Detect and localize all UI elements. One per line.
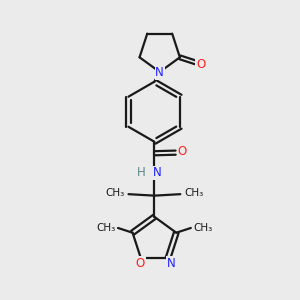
- Text: O: O: [136, 257, 145, 270]
- Text: CH₃: CH₃: [106, 188, 125, 198]
- Text: N: N: [167, 257, 176, 270]
- Text: CH₃: CH₃: [96, 223, 115, 233]
- Text: H: H: [137, 167, 146, 179]
- Text: O: O: [178, 145, 187, 158]
- Text: N: N: [155, 66, 164, 79]
- Text: N: N: [152, 167, 161, 179]
- Text: CH₃: CH₃: [184, 188, 203, 198]
- Text: O: O: [196, 58, 205, 70]
- Text: CH₃: CH₃: [194, 223, 213, 233]
